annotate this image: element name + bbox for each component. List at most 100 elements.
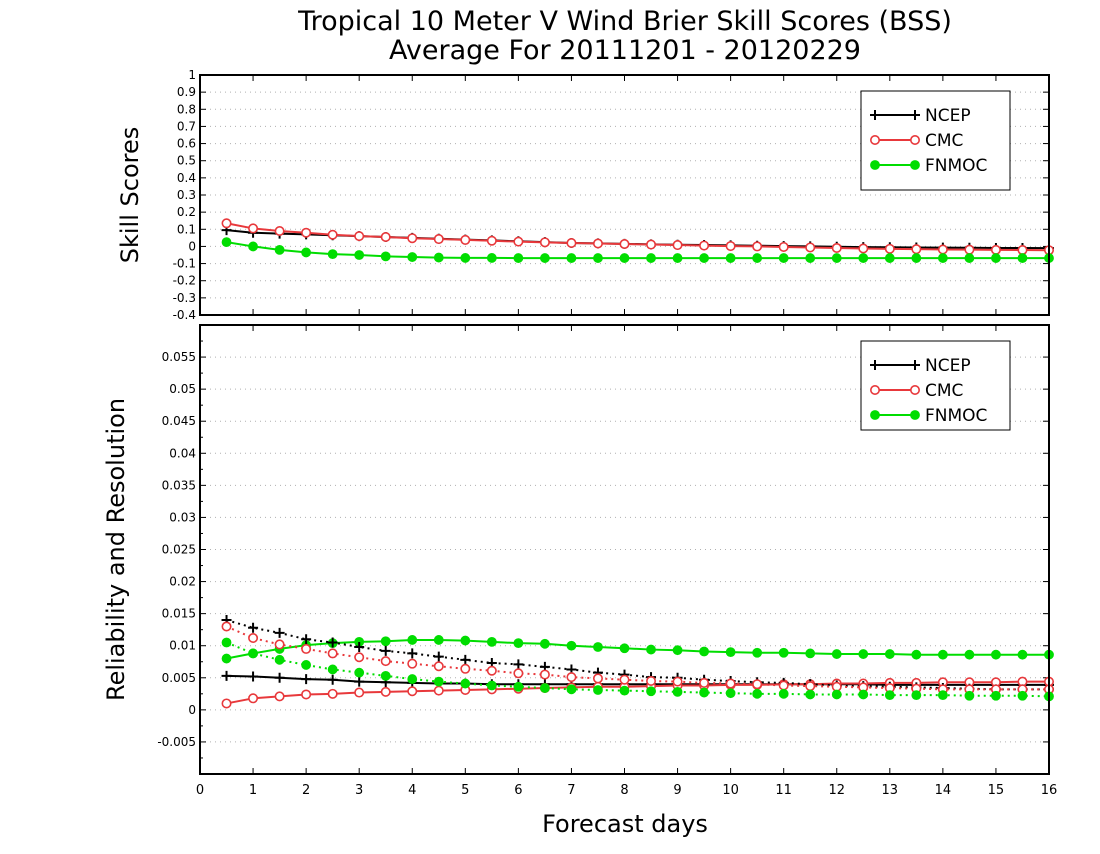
- data-point: [407, 674, 418, 684]
- data-point: [646, 675, 657, 686]
- y-tick-label: -0.1: [173, 257, 196, 271]
- data-point: [407, 635, 418, 645]
- data-point: [858, 689, 869, 700]
- y-tick-label: 0: [188, 239, 196, 253]
- chart-title-line1: Tropical 10 Meter V Wind Brier Skill Sco…: [297, 6, 952, 37]
- data-point: [566, 672, 577, 683]
- data-point: [407, 648, 418, 659]
- y-tick-label: 0.04: [169, 446, 196, 460]
- legend-marker: [909, 384, 920, 395]
- data-point: [672, 240, 683, 251]
- data-point: [301, 634, 312, 645]
- data-point: [248, 671, 259, 682]
- y-tick-label: 1: [188, 68, 196, 82]
- data-point: [911, 649, 922, 660]
- data-point: [380, 645, 391, 656]
- data-point: [327, 664, 338, 675]
- legend-label: FNMOC: [925, 406, 987, 426]
- data-point: [884, 649, 895, 659]
- data-point: [831, 242, 842, 253]
- data-point: [566, 640, 577, 651]
- data-point: [460, 663, 471, 674]
- data-point: [513, 681, 524, 692]
- data-point: [937, 253, 948, 263]
- legend-marker: [870, 110, 880, 120]
- data-point: [1017, 649, 1028, 660]
- legend-label: CMC: [925, 131, 963, 151]
- data-point: [380, 232, 391, 243]
- data-point: [433, 661, 444, 672]
- data-point: [778, 680, 789, 691]
- data-point: [301, 689, 312, 700]
- data-point: [274, 244, 285, 255]
- data-point: [354, 641, 365, 652]
- series-line: [226, 625, 1049, 691]
- y-tick-label: 0.7: [177, 119, 196, 133]
- legend-marker: [870, 410, 880, 420]
- data-point: [884, 253, 895, 263]
- data-point: [752, 647, 763, 658]
- data-point: [380, 636, 391, 647]
- x-tick-label: 8: [620, 783, 628, 798]
- data-point: [407, 686, 418, 697]
- data-point: [407, 252, 418, 262]
- data-point: [593, 685, 603, 695]
- y-tick-label: 0.8: [177, 102, 196, 116]
- series-fnmoc-dotted: [221, 637, 1054, 702]
- data-point: [301, 660, 312, 670]
- data-point: [937, 244, 948, 255]
- data-point: [486, 665, 497, 676]
- data-point: [354, 667, 365, 678]
- data-point: [301, 674, 312, 685]
- y-tick-label: 0.005: [162, 671, 196, 685]
- data-point: [619, 239, 630, 250]
- data-point: [380, 656, 391, 667]
- y-tick-label: 0.015: [162, 607, 196, 621]
- y-tick-label: 0.4: [177, 171, 196, 185]
- data-point: [274, 627, 285, 638]
- y-tick-label: 0.5: [177, 154, 196, 168]
- x-tick-label: 9: [673, 783, 681, 798]
- x-axis-title: Forecast days: [542, 810, 708, 838]
- data-point: [1017, 690, 1028, 701]
- data-point: [513, 253, 524, 263]
- x-tick-label: 10: [722, 783, 739, 798]
- series-cmc-solid: [221, 676, 1055, 709]
- data-point: [831, 689, 842, 700]
- legend-marker: [870, 160, 880, 170]
- data-point: [991, 649, 1001, 660]
- data-point: [778, 253, 789, 263]
- data-point: [725, 241, 736, 252]
- x-tick-label: 4: [408, 783, 416, 798]
- series-fnmoc-solid: [221, 635, 1054, 664]
- plot-frame: [199, 74, 1050, 316]
- x-tick-label: 0: [196, 783, 204, 798]
- data-point: [248, 693, 259, 704]
- data-point: [433, 651, 444, 662]
- data-point: [937, 690, 948, 701]
- data-point: [805, 242, 816, 253]
- x-tick-label: 12: [828, 783, 845, 798]
- legend-marker: [910, 110, 920, 120]
- data-point: [221, 621, 232, 632]
- data-point: [513, 236, 524, 247]
- x-tick-label: 15: [988, 783, 1005, 798]
- data-point: [539, 669, 550, 680]
- x-tick-label: 5: [461, 783, 469, 798]
- legend-label: FNMOC: [925, 156, 987, 176]
- y-tick-label: -0.2: [173, 274, 196, 288]
- data-point: [327, 637, 338, 648]
- data-point: [248, 223, 259, 234]
- data-point: [221, 637, 232, 648]
- x-tick-label: 16: [1041, 783, 1058, 798]
- data-point: [805, 648, 816, 659]
- data-point: [593, 642, 603, 652]
- data-point: [805, 689, 816, 700]
- data-point: [858, 253, 869, 263]
- data-point: [831, 649, 842, 659]
- data-point: [592, 673, 603, 684]
- y-tick-label: 0.1: [177, 222, 196, 236]
- data-point: [566, 238, 577, 249]
- data-point: [884, 690, 895, 701]
- data-point: [991, 690, 1001, 701]
